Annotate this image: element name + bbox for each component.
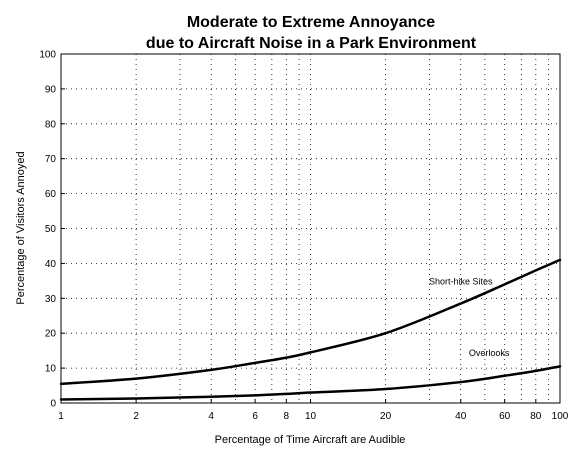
x-tick-label: 2 [133, 411, 139, 422]
y-tick-label: 50 [45, 224, 57, 235]
series-label-short-hike-sites: Short-hike Sites [429, 276, 493, 286]
y-tick-label: 70 [45, 154, 57, 165]
chart-title: Moderate to Extreme Annoyance due to Air… [146, 14, 477, 52]
x-tick-label: 1 [58, 411, 64, 422]
y-tick-label: 80 [45, 119, 57, 130]
x-axis-label: Percentage of Time Aircraft are Audible [215, 434, 406, 446]
y-tick-label: 100 [39, 50, 56, 61]
y-tick-label: 0 [50, 399, 56, 410]
y-tick-label: 60 [45, 189, 57, 200]
x-tick-label: 80 [530, 411, 542, 422]
series-line-short-hike-sites [59, 258, 562, 386]
series-line-overlooks [59, 365, 562, 401]
y-axis-label: Percentage of Visitors Annoyed [15, 151, 27, 304]
x-tick-label: 8 [284, 411, 290, 422]
x-tick-label: 100 [552, 411, 569, 422]
x-tick-label: 20 [380, 411, 392, 422]
y-tick-label: 10 [45, 364, 57, 375]
x-tick-label: 6 [252, 411, 258, 422]
y-tick-label: 90 [45, 84, 57, 95]
y-tick-label: 30 [45, 294, 57, 305]
x-tick-label: 40 [455, 411, 467, 422]
series-lines [59, 258, 562, 401]
x-tick-label: 10 [305, 411, 317, 422]
x-tick-label: 60 [499, 411, 511, 422]
y-tick-label: 40 [45, 259, 57, 270]
x-axis-ticks: 1 2 4 6 8 10 20 40 60 80 100 [58, 399, 569, 422]
chart-title-line-2: due to Aircraft Noise in a Park Environm… [146, 35, 477, 52]
x-tick-label: 4 [208, 411, 214, 422]
grid [61, 54, 560, 403]
y-axis-ticks: 0 10 20 30 40 50 60 70 80 90 100 [39, 50, 65, 410]
chart-title-line-1: Moderate to Extreme Annoyance [187, 14, 435, 31]
series-labels: Short-hike Sites Overlooks [429, 276, 510, 358]
y-tick-label: 20 [45, 329, 57, 340]
series-label-overlooks: Overlooks [469, 348, 510, 358]
